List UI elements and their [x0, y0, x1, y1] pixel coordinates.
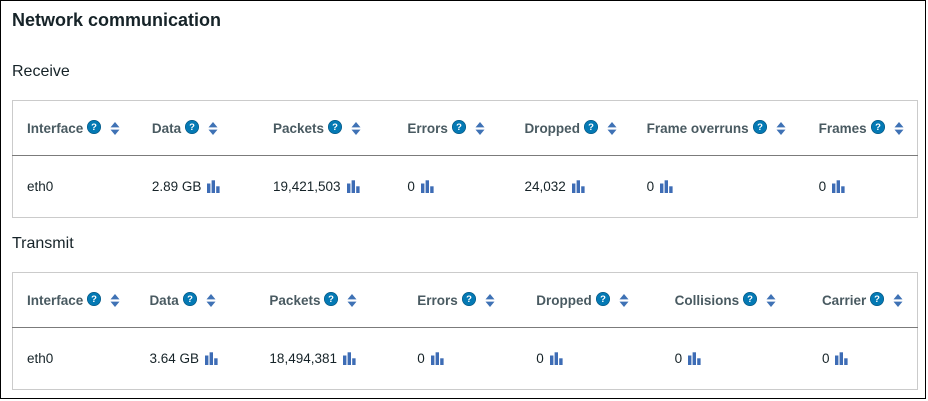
svg-text:?: ? — [332, 122, 338, 133]
svg-text:?: ? — [466, 294, 472, 305]
svg-text:?: ? — [600, 294, 606, 305]
svg-text:?: ? — [757, 122, 763, 133]
svg-text:?: ? — [456, 122, 462, 133]
svg-text:?: ? — [189, 122, 195, 133]
svg-text:?: ? — [747, 294, 753, 305]
svg-text:?: ? — [91, 122, 97, 133]
svg-text:?: ? — [329, 294, 335, 305]
svg-text:?: ? — [874, 294, 880, 305]
svg-text:?: ? — [875, 122, 881, 133]
svg-text:?: ? — [187, 294, 193, 305]
svg-text:?: ? — [588, 122, 594, 133]
svg-text:?: ? — [91, 294, 97, 305]
